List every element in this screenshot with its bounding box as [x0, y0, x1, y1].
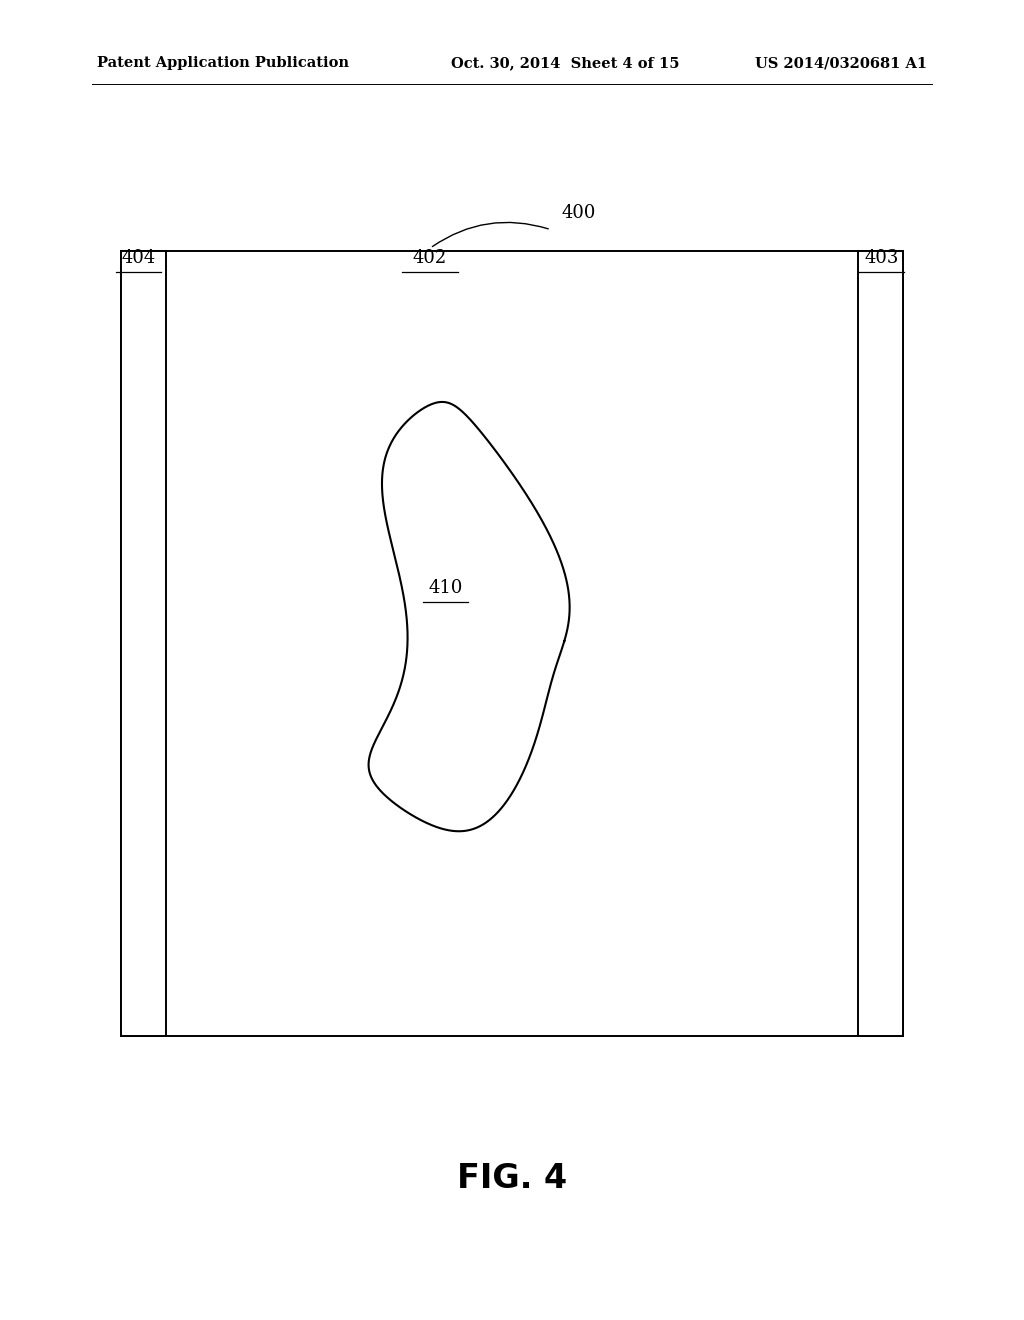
Text: 410: 410 — [428, 578, 463, 597]
Text: 400: 400 — [561, 203, 596, 222]
Text: 403: 403 — [864, 248, 899, 267]
Text: FIG. 4: FIG. 4 — [457, 1162, 567, 1196]
Text: US 2014/0320681 A1: US 2014/0320681 A1 — [755, 57, 927, 70]
Bar — [121, 251, 903, 1036]
Bar — [121, 251, 166, 1036]
Text: Oct. 30, 2014  Sheet 4 of 15: Oct. 30, 2014 Sheet 4 of 15 — [451, 57, 679, 70]
Bar — [858, 251, 903, 1036]
Text: 402: 402 — [413, 248, 447, 267]
Text: Patent Application Publication: Patent Application Publication — [97, 57, 349, 70]
Text: 404: 404 — [121, 248, 156, 267]
